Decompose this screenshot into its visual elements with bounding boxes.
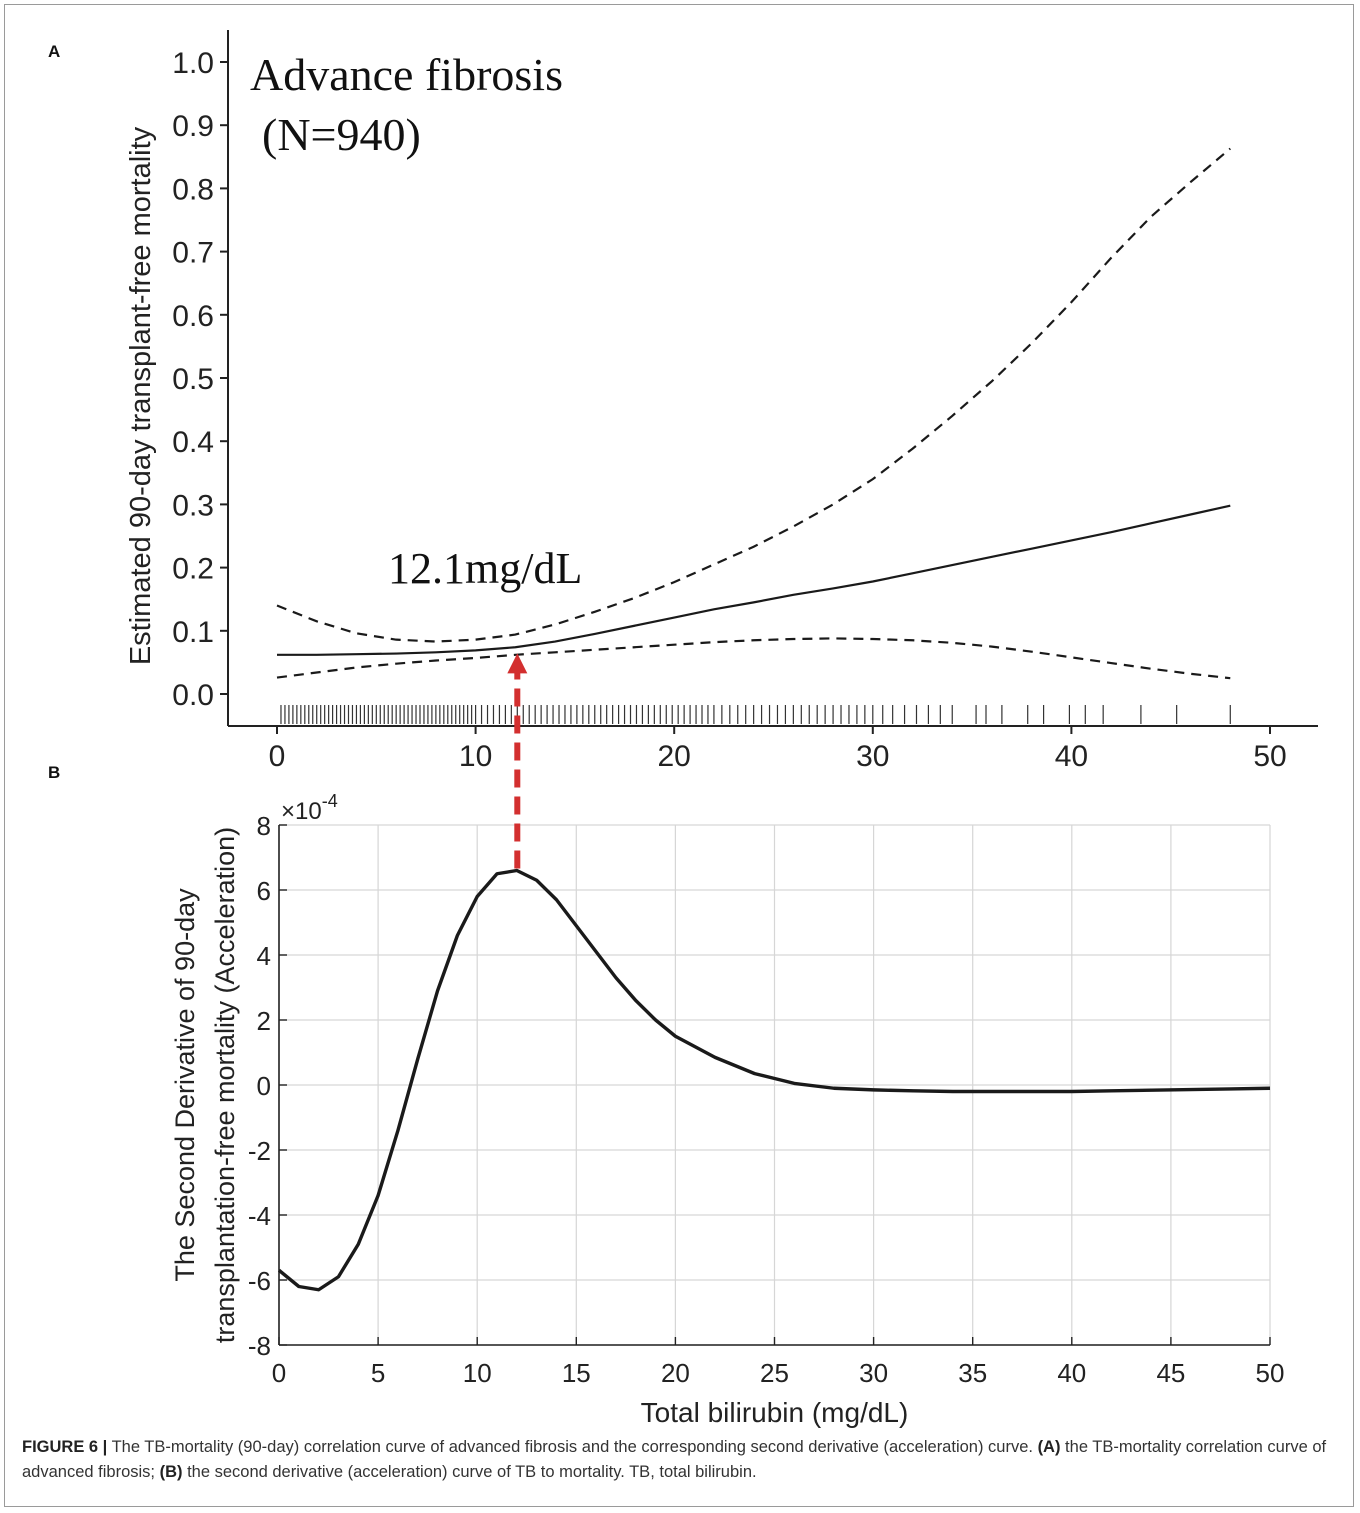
x-tick-label: 10 — [459, 740, 492, 773]
confidence-band-line — [276, 637, 1231, 680]
confidence-band-line — [276, 147, 1231, 643]
caption-part-a: (A) — [1037, 1438, 1061, 1456]
x-tick-label: 5 — [371, 1358, 385, 1388]
chart-title: Advance fibrosis — [250, 49, 563, 100]
x-tick-label: 15 — [562, 1358, 591, 1388]
x-tick-label: 30 — [856, 740, 889, 773]
y-tick-label: 0.4 — [172, 426, 214, 459]
x-tick-label: 25 — [760, 1358, 789, 1388]
multiplier-exponent: -4 — [322, 791, 338, 811]
y-tick-label: 0.8 — [172, 173, 214, 206]
x-tick-label: 20 — [661, 1358, 690, 1388]
y-tick-label: -8 — [248, 1331, 271, 1361]
chart-subtitle: (N=940) — [262, 109, 421, 160]
y-tick-label: 0.6 — [172, 300, 214, 333]
y-tick-label: 0.7 — [172, 237, 214, 270]
y-tick-label: 0.5 — [172, 363, 214, 396]
y-tick-label: 4 — [257, 941, 271, 971]
y-tick-label: 8 — [257, 811, 271, 841]
caption-text: the second derivative (acceleration) cur… — [182, 1463, 757, 1481]
caption-text: the TB-mortality correlation curve of ad… — [22, 1438, 1327, 1481]
y-axis-label: Estimated 90-day transplant-free mortali… — [125, 126, 157, 665]
caption-part-b: (B) — [159, 1463, 183, 1481]
y-tick-label: 0.2 — [172, 553, 214, 586]
x-tick-label: 40 — [1057, 1358, 1086, 1388]
multiplier-base: ×10 — [281, 798, 322, 825]
x-tick-label: 0 — [272, 1358, 286, 1388]
acceleration-curve-line — [277, 868, 1271, 1292]
y-tick-label: 0 — [257, 1071, 271, 1101]
x-axis-label: Total bilirubin (mg/dL) — [641, 1397, 909, 1428]
x-tick-label: 40 — [1055, 740, 1088, 773]
y-tick-label: 2 — [257, 1006, 271, 1036]
figure-chart: A0.00.10.20.30.40.50.60.70.80.91.00 10 20 3… — [48, 30, 1318, 1428]
y-tick-label: 0.0 — [172, 679, 214, 712]
caption-text: The TB-mortality (90-day) correlation cu… — [107, 1438, 1038, 1456]
y-tick-label: 0.9 — [172, 110, 214, 143]
y-tick-label: 0.1 — [172, 616, 214, 649]
y-tick-label: -2 — [248, 1136, 271, 1166]
annotation-overlay: 12.1mg/dL — [388, 544, 582, 869]
y-tick-label: -6 — [248, 1266, 271, 1296]
x-tick-label: 50 — [1253, 740, 1286, 773]
y-axis-label: transplantation-free mortality (Accelera… — [210, 827, 240, 1343]
figure-frame — [4, 4, 1354, 1507]
y-tick-label: 1.0 — [172, 47, 214, 80]
figure-caption: FIGURE 6 | The TB-mortality (90-day) cor… — [22, 1435, 1332, 1485]
annotation-label: 12.1mg/dL — [388, 544, 582, 593]
x-tick-label: 35 — [958, 1358, 987, 1388]
x-tick-label: 20 — [658, 740, 691, 773]
y-tick-label: 6 — [257, 876, 271, 906]
panel-a: A 0.0 0.1 0.2 0.3 0.4 0.5 0.6 0.7 0.8 0.9 1.0 0 10 20 3… — [48, 30, 1318, 773]
mortality-curve-line — [277, 504, 1231, 656]
panel-label-a: A — [48, 42, 60, 61]
panel-label-b: B — [48, 763, 60, 782]
x-tick-label: 45 — [1156, 1358, 1185, 1388]
y-tick-label: -4 — [248, 1201, 271, 1231]
x-tick-label: 10 — [463, 1358, 492, 1388]
y-multiplier-label: ×10-4 — [281, 791, 338, 825]
arrow-head — [507, 653, 528, 674]
x-tick-label: 0 — [269, 740, 286, 773]
x-tick-label: 50 — [1256, 1358, 1285, 1388]
y-tick-label: 0.3 — [172, 489, 214, 522]
y-axis-label: The Second Derivative of 90-day — [170, 888, 200, 1282]
caption-figure-label: FIGURE 6 | — [22, 1438, 108, 1456]
x-tick-label: 30 — [859, 1358, 888, 1388]
